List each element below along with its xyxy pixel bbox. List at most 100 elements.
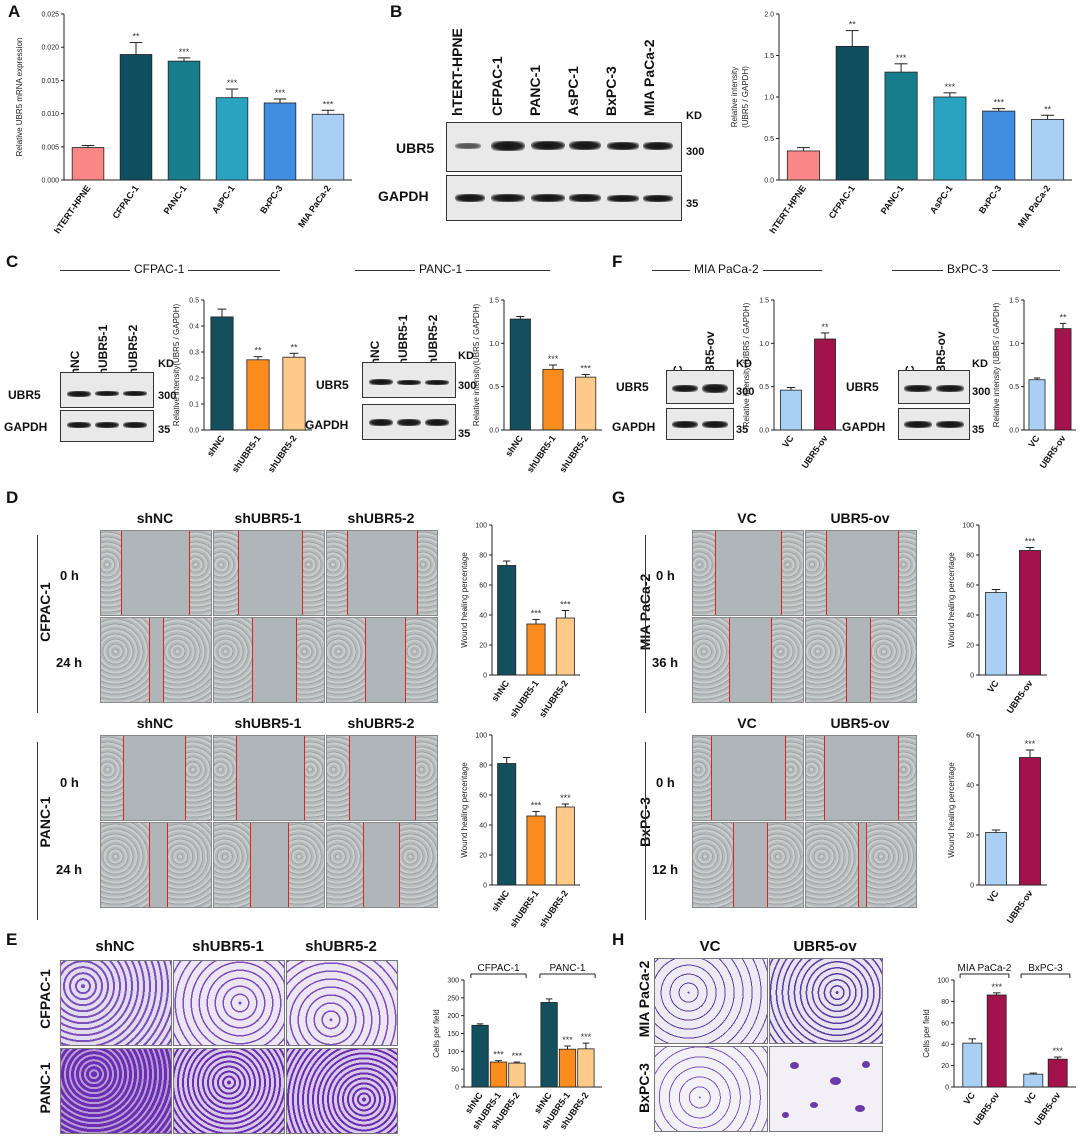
chart-c1: 0.0 0.1 0.2 0.3 0.4 0.5 Relative intensity(UBR…: [170, 280, 320, 480]
significance-label: **: [821, 322, 829, 332]
wound-d2-r0-c0: [100, 735, 212, 821]
x-tick-label: shNC: [205, 433, 227, 458]
x-tick-label: UBR5-ov: [1005, 888, 1035, 925]
y-tick-label: 20: [966, 833, 974, 840]
y-tick-label: 0: [945, 1085, 949, 1092]
bar-shNC: [540, 1002, 558, 1088]
wound-d2-r1-c2: [326, 822, 438, 908]
transwell-h-r0-c0: [654, 958, 768, 1044]
x-tick-label: VC: [780, 433, 796, 449]
y-tick-label: 40: [966, 613, 974, 620]
group-label-c1: CFPAC-1: [130, 262, 189, 276]
x-tick-label: VC: [985, 678, 1001, 694]
bar-shNC: [210, 316, 234, 431]
significance-label: ***: [531, 801, 542, 811]
y-tick-label: 0.005: [41, 144, 59, 151]
wound-g1-r1-c0: [692, 617, 804, 703]
y-tick-label: 1.5: [1009, 298, 1019, 305]
blot-b-kd300: 300: [686, 146, 705, 158]
significance-label: ***: [945, 82, 956, 92]
x-tick-label: shNC: [490, 888, 512, 913]
chart-a: 0.000 0.005 0.010 0.015 0.020 0.025 Relative U…: [0, 0, 360, 250]
transwell-e-r0-c1: [173, 960, 285, 1046]
wound-d1-cell-label: CFPAC-1: [37, 582, 53, 642]
y-tick-label: 0: [483, 883, 487, 890]
x-tick-label: BxPC-3: [977, 183, 1004, 215]
transwell-e-r0-c2: [286, 960, 398, 1046]
y-tick-label: 20: [479, 643, 487, 650]
wound-d1-r1-c0: [100, 617, 212, 703]
blot-b-lane-1: CFPAC-1: [489, 56, 505, 116]
y-tick-label: 0.015: [41, 78, 59, 85]
wound-d2-col-2: shUBR5-2: [347, 715, 415, 731]
blot-b-gapdh-label: GAPDH: [378, 188, 429, 204]
y-tick-label: 1.0: [764, 95, 774, 102]
x-tick-label: VC: [962, 1090, 978, 1106]
significance-label: **: [1044, 104, 1052, 114]
blot-f1-kd: KD: [736, 358, 752, 370]
x-tick-label: shNC: [503, 433, 525, 458]
transwell-h-row-0: MIA PaCa-2: [636, 960, 652, 1038]
group-label-f1: MIA PaCa-2: [690, 262, 763, 276]
blot-c2-ubr5-label: UBR5: [316, 378, 349, 392]
blot-b-lane-4: BxPC-3: [603, 66, 619, 116]
significance-label: ***: [562, 1035, 573, 1045]
wound-d1-time-24: 24 h: [56, 655, 83, 670]
bar-shUBR5-1: [542, 368, 564, 431]
wound-g2-time-0: 0 h: [656, 775, 675, 790]
y-tick-label: 0.0: [764, 178, 774, 185]
significance-label: **: [1059, 312, 1067, 322]
significance-label: ***: [580, 364, 591, 374]
wound-d1-r1-c2: [326, 617, 438, 703]
significance-label: ***: [548, 354, 559, 364]
bar-VC: [1023, 1073, 1044, 1088]
y-tick-label: 40: [966, 783, 974, 790]
chart-g1: 0 20 40 60 80 100 Wound healing percentage VC **…: [945, 505, 1055, 725]
group-label: PANC-1: [550, 963, 586, 974]
bar-AsPC-1: [933, 96, 967, 181]
transwell-h-col-1: UBR5-ov: [793, 938, 857, 955]
panel-label-b: B: [390, 2, 403, 21]
wound-d1-side-line: [37, 535, 38, 713]
y-tick-label: 0: [970, 883, 974, 890]
y-tick-label: 1.5: [764, 53, 774, 60]
y-tick-label: 1.5: [759, 298, 769, 305]
panel-label-h: H: [612, 930, 625, 949]
y-tick-label: 0.2: [189, 376, 199, 383]
y-tick-label: 0: [970, 673, 974, 680]
transwell-e-col-0: shNC: [95, 938, 135, 955]
significance-label: **: [132, 32, 140, 42]
significance-label: ***: [560, 600, 571, 610]
y-tick-label: 60: [966, 583, 974, 590]
blot-c1-gapdh-label: GAPDH: [4, 420, 48, 434]
y-tick-label: 200: [447, 1013, 459, 1020]
bar-shUBR5-2: [577, 1048, 595, 1088]
significance-label: ***: [531, 609, 542, 619]
chart-svg-B: 0.0 0.5 1.0 1.5 2.0 Relative intensity (UBR5 /…: [730, 12, 1072, 235]
wound-d2-col-0: shNC: [136, 715, 174, 731]
wound-g2-side-line: [645, 742, 646, 920]
x-tick-label: shNC: [490, 678, 512, 703]
bar-CFPAC-1: [119, 54, 153, 181]
bar-shUBR5-2: [555, 806, 575, 886]
y-tick-label: 20: [941, 1063, 949, 1070]
wound-d1-time-0: 0 h: [60, 568, 79, 583]
y-tick-label: 40: [941, 1042, 949, 1049]
blot-c1-ubr5-label: UBR5: [8, 388, 41, 402]
significance-label: ***: [896, 53, 907, 63]
wound-g1-col-0: VC: [737, 510, 757, 526]
chart-svg-D1: 0 20 40 60 80 100 Wound healing percentage shNC…: [460, 523, 580, 719]
chart-h: 0 20 40 60 80 100 Cells per field VC *** UBR5-ov M…: [920, 960, 1084, 1135]
blot-c1-gapdh: [60, 410, 154, 442]
chart-e: 0 50 100 150 200 250 300 Cells per field shNC ***…: [430, 960, 610, 1135]
blot-b-lane-3: AsPC-1: [565, 66, 581, 116]
wound-g1-r1-c1: [805, 617, 917, 703]
transwell-e-row-1: PANC-1: [37, 1062, 53, 1114]
y-tick-label: 1.0: [759, 341, 769, 348]
panel-label-a: A: [8, 2, 21, 21]
transwell-h-r1-c0: [654, 1046, 768, 1132]
blot-c1-kd300: 300: [158, 390, 177, 402]
y-tick-label: 0.5: [759, 384, 769, 391]
blot-f1-kd35: 35: [736, 424, 749, 436]
